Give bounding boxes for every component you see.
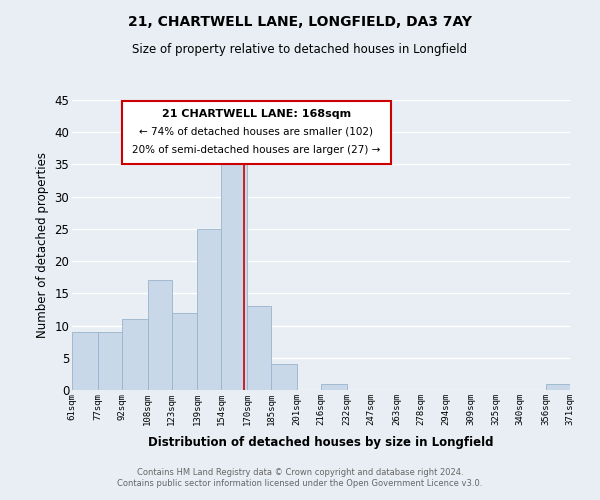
Bar [148,280,172,390]
Bar [122,319,148,390]
Bar [72,332,98,390]
Bar [221,152,247,390]
FancyBboxPatch shape [122,102,391,164]
Text: 21, CHARTWELL LANE, LONGFIELD, DA3 7AY: 21, CHARTWELL LANE, LONGFIELD, DA3 7AY [128,15,472,29]
Bar [321,384,347,390]
Text: ← 74% of detached houses are smaller (102): ← 74% of detached houses are smaller (10… [139,126,373,136]
Bar [247,306,271,390]
Text: Contains HM Land Registry data © Crown copyright and database right 2024.
Contai: Contains HM Land Registry data © Crown c… [118,468,482,487]
Text: Size of property relative to detached houses in Longfield: Size of property relative to detached ho… [133,42,467,56]
Bar [172,312,197,390]
Bar [271,364,297,390]
Bar [98,332,122,390]
X-axis label: Distribution of detached houses by size in Longfield: Distribution of detached houses by size … [148,436,494,449]
Y-axis label: Number of detached properties: Number of detached properties [36,152,49,338]
Text: 21 CHARTWELL LANE: 168sqm: 21 CHARTWELL LANE: 168sqm [161,108,351,118]
Text: 20% of semi-detached houses are larger (27) →: 20% of semi-detached houses are larger (… [132,145,380,155]
Bar [546,384,570,390]
Bar [197,229,221,390]
